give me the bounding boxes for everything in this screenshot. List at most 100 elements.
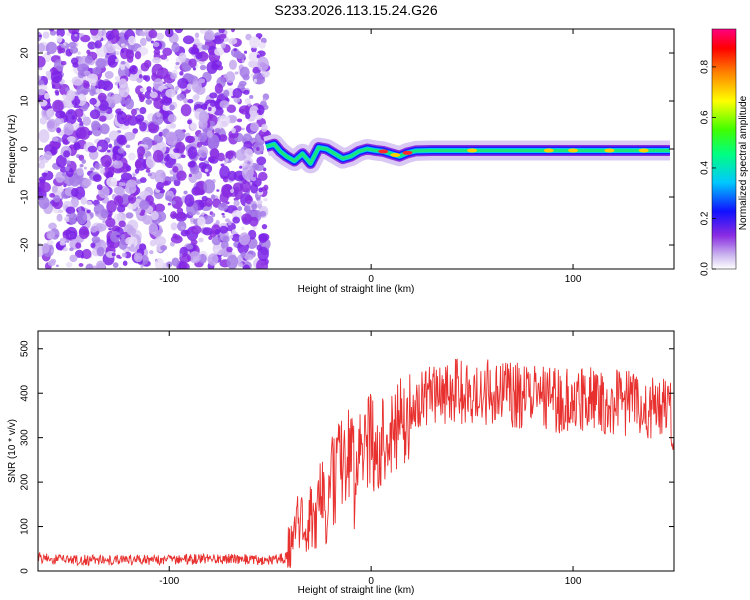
noise-blob	[83, 166, 87, 170]
noise-blob	[89, 97, 97, 105]
noise-blob	[241, 226, 245, 231]
noise-blob	[245, 195, 253, 205]
noise-blob	[249, 105, 259, 118]
noise-blob	[219, 100, 230, 109]
noise-blob	[187, 146, 198, 159]
noise-blob	[85, 263, 94, 269]
noise-blob	[225, 185, 233, 191]
noise-blob	[208, 106, 212, 112]
snr-x-label: Height of straight line (km)	[298, 585, 415, 596]
noise-blob	[225, 158, 229, 162]
noise-blob	[201, 195, 208, 202]
noise-blob	[120, 60, 126, 65]
noise-blob	[217, 203, 229, 211]
noise-blob	[140, 209, 146, 214]
noise-blob	[177, 77, 189, 89]
noise-blob	[193, 38, 200, 45]
noise-blob	[254, 163, 265, 172]
noise-blob	[123, 44, 127, 48]
noise-blob	[209, 92, 218, 99]
noise-blob	[229, 116, 237, 123]
noise-blob	[246, 209, 251, 213]
noise-blob	[223, 89, 230, 97]
noise-blob	[49, 29, 54, 32]
noise-blob	[228, 38, 238, 45]
noise-blob	[101, 154, 112, 168]
noise-blob	[230, 29, 235, 33]
noise-blob	[169, 122, 177, 129]
noise-blob	[59, 47, 66, 54]
noise-blob	[177, 221, 187, 232]
noise-blob	[172, 41, 178, 46]
noise-blob	[237, 206, 243, 211]
noise-blob	[95, 88, 100, 93]
noise-blob	[174, 29, 184, 34]
noise-blob	[226, 104, 237, 114]
noise-blob	[238, 232, 251, 246]
noise-blob	[124, 98, 135, 110]
noise-blob	[193, 94, 200, 100]
noise-blob	[130, 243, 135, 249]
noise-blob	[210, 194, 216, 200]
noise-blob	[78, 263, 84, 267]
noise-blob	[192, 67, 197, 71]
noise-blob	[252, 72, 264, 85]
noise-blob	[126, 246, 130, 249]
noise-blob	[226, 246, 233, 253]
noise-blob	[147, 122, 160, 134]
noise-blob	[199, 190, 205, 196]
noise-blob	[184, 194, 195, 207]
noise-blob	[170, 222, 178, 231]
noise-blob	[74, 33, 78, 37]
noise-blob	[106, 149, 111, 153]
noise-blob	[45, 41, 58, 55]
noise-blob	[49, 193, 56, 198]
noise-blob	[180, 103, 192, 117]
noise-blob	[255, 33, 263, 39]
noise-blob	[216, 189, 220, 192]
noise-blob	[71, 115, 76, 120]
noise-blob	[56, 127, 61, 134]
noise-blob	[211, 236, 221, 246]
y-tick-label: 20	[20, 47, 31, 59]
noise-blob	[94, 40, 102, 49]
noise-blob	[244, 148, 254, 159]
noise-blob	[234, 71, 239, 75]
noise-blob	[117, 212, 127, 223]
noise-blob	[132, 173, 136, 177]
noise-blob	[221, 212, 225, 216]
noise-blob	[112, 262, 119, 268]
noise-blob	[107, 54, 119, 68]
noise-blob	[221, 240, 229, 250]
noise-blob	[178, 52, 187, 63]
noise-blob	[256, 146, 260, 152]
noise-blob	[225, 71, 236, 83]
noise-blob	[257, 200, 263, 205]
noise-blob	[86, 209, 91, 214]
noise-blob	[78, 33, 84, 37]
noise-blob	[197, 216, 206, 228]
noise-blob	[38, 161, 46, 169]
noise-blob	[127, 193, 137, 204]
noise-blob	[142, 215, 153, 225]
noise-blob	[172, 165, 179, 173]
noise-blob	[43, 150, 53, 161]
noise-blob	[128, 152, 136, 161]
noise-blob	[111, 252, 116, 257]
noise-blob	[201, 152, 207, 158]
noise-blob	[188, 58, 197, 68]
noise-blob	[60, 60, 67, 66]
noise-blob	[119, 36, 126, 44]
noise-blob	[78, 154, 85, 161]
noise-blob	[139, 106, 147, 115]
noise-blob	[54, 117, 65, 125]
noise-blob	[199, 29, 207, 35]
noise-blob	[66, 89, 76, 102]
colorbar-tick-label: 0.4	[700, 161, 711, 175]
noise-blob	[241, 59, 245, 63]
noise-blob	[81, 248, 92, 260]
noise-blob	[131, 108, 137, 116]
noise-blob	[174, 65, 180, 70]
noise-blob	[47, 260, 56, 267]
noise-blob	[219, 225, 228, 234]
